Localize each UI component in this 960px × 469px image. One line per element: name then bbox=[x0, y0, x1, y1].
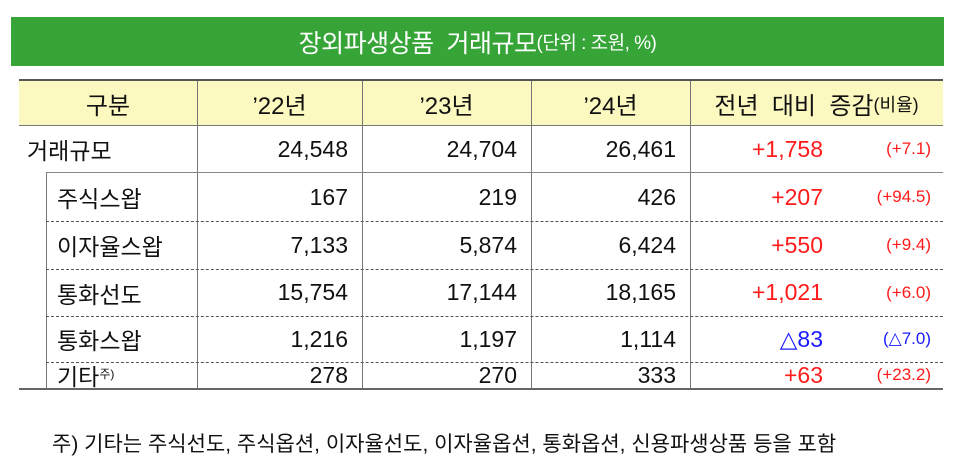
table-title: 장외파생상품 거래규모 (단위 : 조원, %) bbox=[11, 17, 944, 66]
row-label: 통화선도 bbox=[57, 281, 142, 308]
value-2023: 219 bbox=[478, 183, 517, 210]
row-label: 거래규모 bbox=[27, 138, 112, 164]
col-divider bbox=[362, 81, 363, 388]
value-2022: 167 bbox=[309, 183, 348, 210]
col-divider bbox=[531, 81, 532, 388]
value-2024: 426 bbox=[637, 183, 676, 210]
value-2022: 15,754 bbox=[277, 279, 348, 305]
value-2022: 24,548 bbox=[277, 135, 348, 162]
row-divider bbox=[46, 362, 943, 363]
value-ratio: (△7.0) bbox=[882, 329, 931, 348]
col-divider bbox=[197, 81, 198, 388]
row-label: 주식스왑 bbox=[57, 186, 142, 212]
value-change: +550 bbox=[771, 231, 823, 258]
value-2023: 17,144 bbox=[446, 279, 517, 305]
value-2023: 5,874 bbox=[459, 231, 517, 258]
row-divider bbox=[46, 172, 943, 173]
value-2024: 6,424 bbox=[618, 231, 676, 258]
row-label-text: 기타 bbox=[57, 364, 100, 390]
value-change: +63 bbox=[783, 361, 823, 388]
header-2022: ’22년 bbox=[252, 93, 307, 120]
header-category: 구분 bbox=[85, 93, 131, 120]
row-divider bbox=[46, 269, 943, 270]
value-ratio: (+7.1) bbox=[886, 139, 931, 158]
footnote-marker: 주) bbox=[99, 366, 115, 381]
value-change: +1,021 bbox=[752, 279, 823, 305]
value-2023: 1,197 bbox=[459, 325, 517, 352]
value-2024: 1,114 bbox=[620, 325, 676, 352]
value-change: +1,758 bbox=[752, 135, 823, 162]
value-2024: 26,461 bbox=[605, 135, 676, 162]
value-ratio: (+6.0) bbox=[886, 282, 931, 302]
row-label-wrap: 기타 주) bbox=[57, 362, 197, 390]
value-2023: 24,704 bbox=[446, 135, 517, 162]
value-ratio: (+23.2) bbox=[876, 365, 931, 384]
header-change-label: 전년 대비 증감 bbox=[714, 93, 874, 120]
header-yoy-change: 전년 대비 증감 (비율) bbox=[690, 81, 943, 126]
indent-divider bbox=[46, 172, 47, 388]
value-2022: 1,216 bbox=[290, 325, 348, 352]
header-2023: ’23년 bbox=[419, 93, 474, 120]
row-label: 이자율스왑 bbox=[57, 234, 163, 260]
footnote: 주) 기타는 주식선도, 주식옵션, 이자율선도, 이자율옵션, 통화옵션, 신… bbox=[52, 433, 837, 456]
value-2022: 278 bbox=[309, 361, 348, 388]
value-change: △83 bbox=[779, 325, 823, 352]
table-header: 구분 ’22년 ’23년 ’24년 전년 대비 증감 (비율) bbox=[19, 79, 943, 126]
value-change: +207 bbox=[771, 183, 823, 210]
value-2024: 333 bbox=[637, 361, 676, 388]
table-bottom-border bbox=[19, 388, 943, 390]
row-divider bbox=[46, 316, 943, 317]
row-label: 통화스왑 bbox=[57, 328, 142, 354]
row-divider bbox=[46, 221, 943, 222]
title-unit: (단위 : 조원, %) bbox=[536, 33, 657, 54]
col-divider bbox=[690, 81, 691, 388]
value-ratio: (+94.5) bbox=[876, 187, 931, 206]
title-main: 장외파생상품 거래규모 bbox=[298, 29, 537, 58]
header-ratio-label: (비율) bbox=[873, 94, 919, 115]
header-2024: ’24년 bbox=[583, 93, 638, 120]
value-ratio: (+9.4) bbox=[886, 235, 931, 254]
value-2023: 270 bbox=[478, 361, 517, 388]
value-2024: 18,165 bbox=[605, 279, 676, 305]
value-2022: 7,133 bbox=[290, 231, 348, 258]
